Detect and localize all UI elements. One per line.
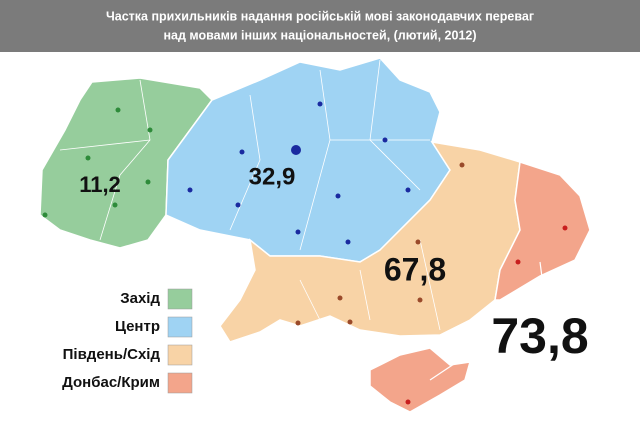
city-dots <box>42 101 568 405</box>
region-shape <box>369 347 472 413</box>
legend-swatch <box>167 344 193 366</box>
legend-label: Захід <box>120 290 160 307</box>
region-shape <box>494 161 591 301</box>
legend-label: Південь/Схід <box>63 346 161 363</box>
region-value: 32,9 <box>249 163 296 190</box>
header-banner <box>0 0 640 52</box>
legend-label: Центр <box>115 318 160 335</box>
leader-lines <box>429 261 546 381</box>
legend-swatch <box>167 288 193 310</box>
region-value: 73,8 <box>491 308 588 364</box>
legend-swatch <box>167 372 193 394</box>
region-value: 11,2 <box>79 172 121 197</box>
region-shape <box>39 77 213 249</box>
legend-swatch <box>167 316 193 338</box>
title-line: над мовами інших національностей, (лютий… <box>163 28 476 42</box>
internal-borders <box>59 59 441 331</box>
title-line: Частка прихильників надання російській м… <box>106 9 534 23</box>
region-value: 67,8 <box>384 251 446 287</box>
legend-label: Донбас/Крим <box>62 374 160 391</box>
